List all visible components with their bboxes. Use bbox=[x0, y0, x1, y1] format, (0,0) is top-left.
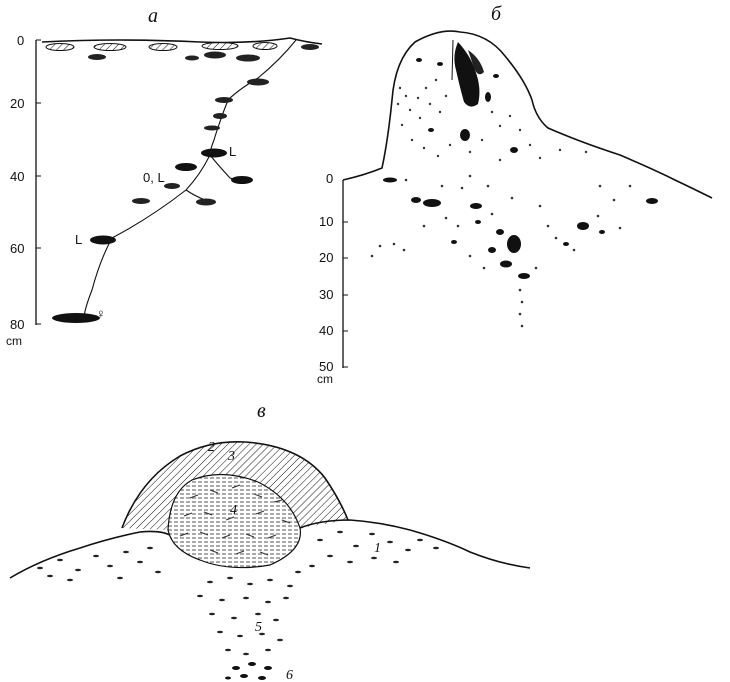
panel-a-tick-80: 80 bbox=[10, 317, 24, 332]
panel-b-tick-30: 30 bbox=[319, 287, 333, 302]
panel-a-ground-surface bbox=[41, 37, 323, 45]
panel-c-label-2: 2 bbox=[208, 440, 215, 455]
panel-b-tick-0: 0 bbox=[326, 171, 333, 186]
panel-c-layer-4-core bbox=[167, 473, 302, 569]
panel-c-layer-6-bottom-fragments bbox=[225, 662, 272, 680]
panel-b-mound-fragments bbox=[396, 78, 588, 162]
panel-b-tick-10: 10 bbox=[319, 214, 333, 229]
panel-a-marker-l-lower: L bbox=[75, 232, 82, 247]
panel-a-marker-female: ♀ bbox=[96, 306, 106, 321]
panel-a-marker-l-upper: L bbox=[229, 144, 236, 159]
panel-c-title: в bbox=[257, 400, 266, 422]
panel-a: а 0 20 40 60 80 cm bbox=[6, 5, 323, 348]
panel-a-title: а bbox=[148, 5, 158, 27]
panel-b-subsurface-fragments bbox=[383, 177, 658, 279]
panel-a-marker-ol: 0, L bbox=[143, 170, 165, 185]
panel-b-core-chambers bbox=[416, 39, 518, 153]
panel-c-core-strokes bbox=[179, 484, 291, 556]
panel-c-layer-3-hatched-shell bbox=[122, 441, 348, 530]
panel-a-tick-60: 60 bbox=[10, 241, 24, 256]
panel-b-title: б bbox=[491, 3, 502, 25]
panel-c-layer-1-soil-fragments bbox=[37, 530, 439, 582]
panel-a-tick-40: 40 bbox=[10, 169, 24, 184]
panel-a-axis-ticks: 0 20 40 60 80 cm bbox=[6, 33, 41, 348]
panel-c-layer-2-outer-crust bbox=[121, 440, 349, 529]
panel-a-surface-chambers bbox=[45, 42, 319, 62]
panel-b-mound-outline bbox=[342, 30, 713, 199]
panel-c-label-6: 6 bbox=[286, 668, 293, 682]
panel-c-label-3: 3 bbox=[227, 449, 235, 464]
panel-c-layer-5-fragment-column bbox=[197, 576, 293, 656]
panel-a-chambers bbox=[52, 78, 269, 323]
panel-a-unit: cm bbox=[6, 334, 22, 348]
panel-c-label-5: 5 bbox=[255, 620, 262, 635]
panel-b: б 0 10 20 30 40 50 cm bbox=[317, 3, 713, 386]
panel-c: в bbox=[9, 400, 531, 682]
panel-c-label-1: 1 bbox=[374, 541, 381, 556]
panel-a-tick-0: 0 bbox=[17, 33, 24, 48]
panel-b-subsurface-dots bbox=[370, 174, 632, 328]
panel-b-unit: cm bbox=[317, 372, 333, 386]
panel-c-label-4: 4 bbox=[230, 503, 237, 518]
panel-b-axis-ticks: 0 10 20 30 40 50 cm bbox=[317, 171, 348, 386]
panel-b-tick-40: 40 bbox=[319, 323, 333, 338]
panel-b-tick-50: 50 bbox=[319, 359, 333, 374]
panel-b-tick-20: 20 bbox=[319, 250, 333, 265]
panel-a-tick-20: 20 bbox=[10, 96, 24, 111]
